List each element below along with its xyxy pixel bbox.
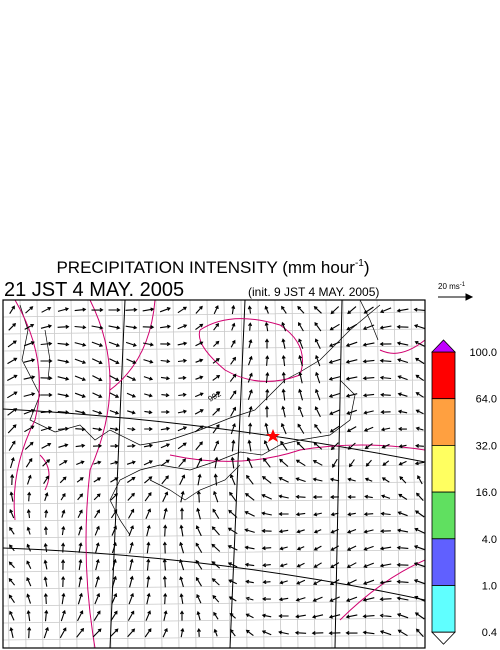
colorbar-segment bbox=[431, 491, 456, 540]
map: 992 bbox=[3, 300, 425, 648]
colorbar-label: 0.4 bbox=[482, 627, 497, 639]
wind-vectors bbox=[7, 304, 425, 639]
colorbar-label: 32.0 bbox=[476, 440, 497, 452]
location-star bbox=[266, 429, 280, 442]
colorbar-segment bbox=[431, 351, 456, 400]
colorbar-label: 16.0 bbox=[476, 487, 497, 499]
colorbar-label: 100.0 bbox=[469, 347, 497, 359]
colorbar-segment bbox=[431, 538, 456, 586]
grid-lines bbox=[3, 300, 425, 648]
title-text-end: ) bbox=[364, 258, 370, 277]
map-frame bbox=[2, 299, 426, 649]
vector-scale-text: 20 ms bbox=[438, 282, 460, 291]
colorbar-label: 64.0 bbox=[476, 394, 497, 406]
title-superscript: -1 bbox=[355, 258, 364, 269]
lat-lon-lines bbox=[3, 300, 425, 648]
colorbar-under bbox=[431, 631, 456, 645]
colorbar-segment bbox=[431, 398, 456, 446]
vector-scale-arrow bbox=[438, 293, 474, 301]
arrow-head bbox=[465, 293, 474, 301]
title-text: PRECIPITATION INTENSITY (mm hour bbox=[56, 258, 355, 277]
contour-label: 992 bbox=[207, 389, 224, 404]
colorbar-segment bbox=[431, 444, 456, 493]
title: PRECIPITATION INTENSITY (mm hour-1) bbox=[56, 258, 369, 277]
coastline bbox=[19, 300, 381, 536]
vector-scale-label: 20 ms-1 bbox=[438, 282, 466, 291]
colorbar-over bbox=[431, 339, 456, 353]
init-time: (init. 9 JST 4 MAY. 2005) bbox=[248, 285, 379, 299]
colorbar-label: 4.0 bbox=[482, 534, 497, 546]
vector-scale-superscript: -1 bbox=[460, 282, 466, 288]
colorbar-segment bbox=[431, 585, 456, 633]
colorbar-label: 1.0 bbox=[482, 581, 497, 593]
valid-time: 21 JST 4 MAY. 2005 bbox=[4, 279, 184, 301]
colorbar: 100.0 64.0 32.0 16.0 4.0 1.0 0.4 bbox=[431, 339, 497, 645]
